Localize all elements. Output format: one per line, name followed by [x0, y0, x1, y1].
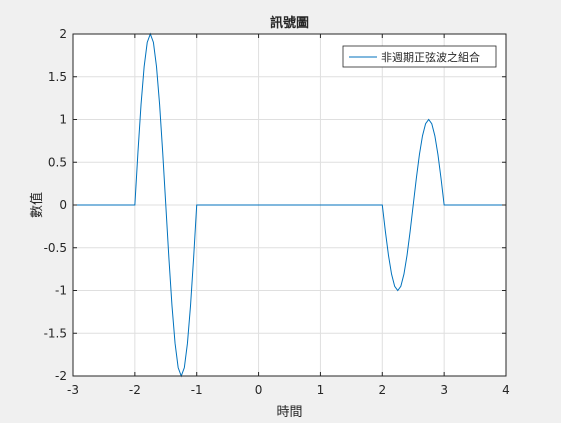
- x-tick-label: 2: [378, 383, 386, 397]
- legend: 非週期正弦波之組合: [342, 45, 497, 68]
- legend-box: [342, 45, 497, 68]
- y-tick-label: 1.5: [48, 70, 67, 84]
- y-tick-label: -2: [55, 369, 67, 383]
- y-tick-label: -1: [55, 284, 67, 298]
- y-tick-label: 1: [59, 113, 67, 127]
- y-axis-label: 數值: [29, 192, 45, 218]
- x-tick-label: -1: [191, 383, 203, 397]
- x-tick-label: -3: [67, 383, 79, 397]
- y-tick-label: -1.5: [44, 326, 67, 340]
- x-tick-label: 0: [255, 383, 263, 397]
- x-tick-label: 4: [502, 383, 510, 397]
- x-tick-label: -2: [129, 383, 141, 397]
- y-tick-label: 0.5: [48, 155, 67, 169]
- chart-title: 訊號圖: [270, 15, 309, 31]
- axis-ticks: -3 -2 -1 0 1 2 3 4-2-1.5-1-0.500.511.52: [44, 27, 510, 397]
- y-tick-label: 0: [59, 198, 67, 212]
- series-line: [73, 32, 506, 378]
- y-tick-label: -0.5: [44, 241, 67, 255]
- legend-entry-label: 非週期正弦波之組合: [381, 50, 480, 64]
- x-axis-label: 時間: [276, 405, 302, 420]
- y-tick-label: 2: [59, 27, 67, 41]
- x-tick-label: 3: [440, 383, 448, 397]
- x-tick-label: 1: [317, 383, 325, 397]
